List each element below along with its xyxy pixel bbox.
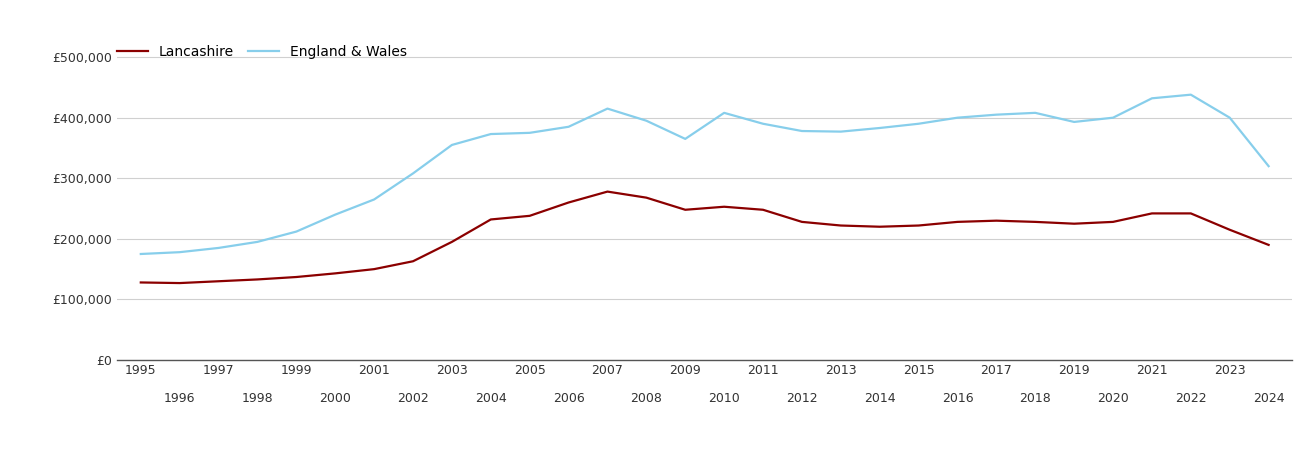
England & Wales bbox=[444, 142, 459, 148]
England & Wales bbox=[599, 106, 615, 111]
England & Wales bbox=[677, 136, 693, 142]
England & Wales bbox=[833, 129, 848, 134]
England & Wales bbox=[133, 251, 149, 256]
Lancashire bbox=[716, 204, 732, 209]
Lancashire bbox=[210, 279, 226, 284]
England & Wales bbox=[716, 110, 732, 116]
Lancashire bbox=[288, 274, 304, 280]
Lancashire bbox=[756, 207, 771, 212]
England & Wales bbox=[1027, 110, 1043, 116]
England & Wales bbox=[638, 118, 654, 123]
England & Wales bbox=[911, 121, 927, 126]
Legend: Lancashire, England & Wales: Lancashire, England & Wales bbox=[117, 45, 407, 59]
Line: Lancashire: Lancashire bbox=[141, 192, 1268, 283]
England & Wales bbox=[756, 121, 771, 126]
England & Wales bbox=[483, 131, 499, 137]
Lancashire bbox=[1261, 242, 1276, 248]
England & Wales bbox=[1261, 163, 1276, 169]
England & Wales bbox=[1066, 119, 1082, 125]
Lancashire bbox=[599, 189, 615, 194]
Lancashire bbox=[677, 207, 693, 212]
Lancashire bbox=[483, 217, 499, 222]
Lancashire bbox=[328, 270, 343, 276]
Line: England & Wales: England & Wales bbox=[141, 94, 1268, 254]
Lancashire bbox=[872, 224, 887, 230]
Lancashire bbox=[1066, 221, 1082, 226]
Lancashire bbox=[444, 239, 459, 245]
England & Wales bbox=[950, 115, 966, 121]
England & Wales bbox=[795, 128, 810, 134]
Lancashire bbox=[1027, 219, 1043, 225]
Lancashire bbox=[1144, 211, 1160, 216]
Lancashire bbox=[833, 223, 848, 228]
Lancashire bbox=[638, 195, 654, 200]
England & Wales bbox=[210, 245, 226, 251]
England & Wales bbox=[1221, 115, 1237, 121]
Lancashire bbox=[1105, 219, 1121, 225]
England & Wales bbox=[1105, 115, 1121, 121]
Lancashire bbox=[1221, 227, 1237, 233]
England & Wales bbox=[1144, 95, 1160, 101]
Lancashire bbox=[989, 218, 1005, 223]
Lancashire bbox=[172, 280, 188, 286]
England & Wales bbox=[288, 229, 304, 234]
England & Wales bbox=[367, 197, 382, 202]
Lancashire bbox=[133, 280, 149, 285]
England & Wales bbox=[172, 249, 188, 255]
Lancashire bbox=[249, 277, 265, 282]
England & Wales bbox=[1184, 92, 1199, 97]
England & Wales bbox=[989, 112, 1005, 117]
England & Wales bbox=[328, 212, 343, 217]
England & Wales bbox=[522, 130, 538, 135]
Lancashire bbox=[522, 213, 538, 219]
England & Wales bbox=[249, 239, 265, 245]
England & Wales bbox=[872, 125, 887, 130]
Lancashire bbox=[795, 219, 810, 225]
England & Wales bbox=[405, 171, 420, 176]
England & Wales bbox=[561, 124, 577, 130]
Lancashire bbox=[1184, 211, 1199, 216]
Lancashire bbox=[950, 219, 966, 225]
Lancashire bbox=[911, 223, 927, 228]
Lancashire bbox=[561, 200, 577, 205]
Lancashire bbox=[405, 259, 420, 264]
Lancashire bbox=[367, 266, 382, 272]
